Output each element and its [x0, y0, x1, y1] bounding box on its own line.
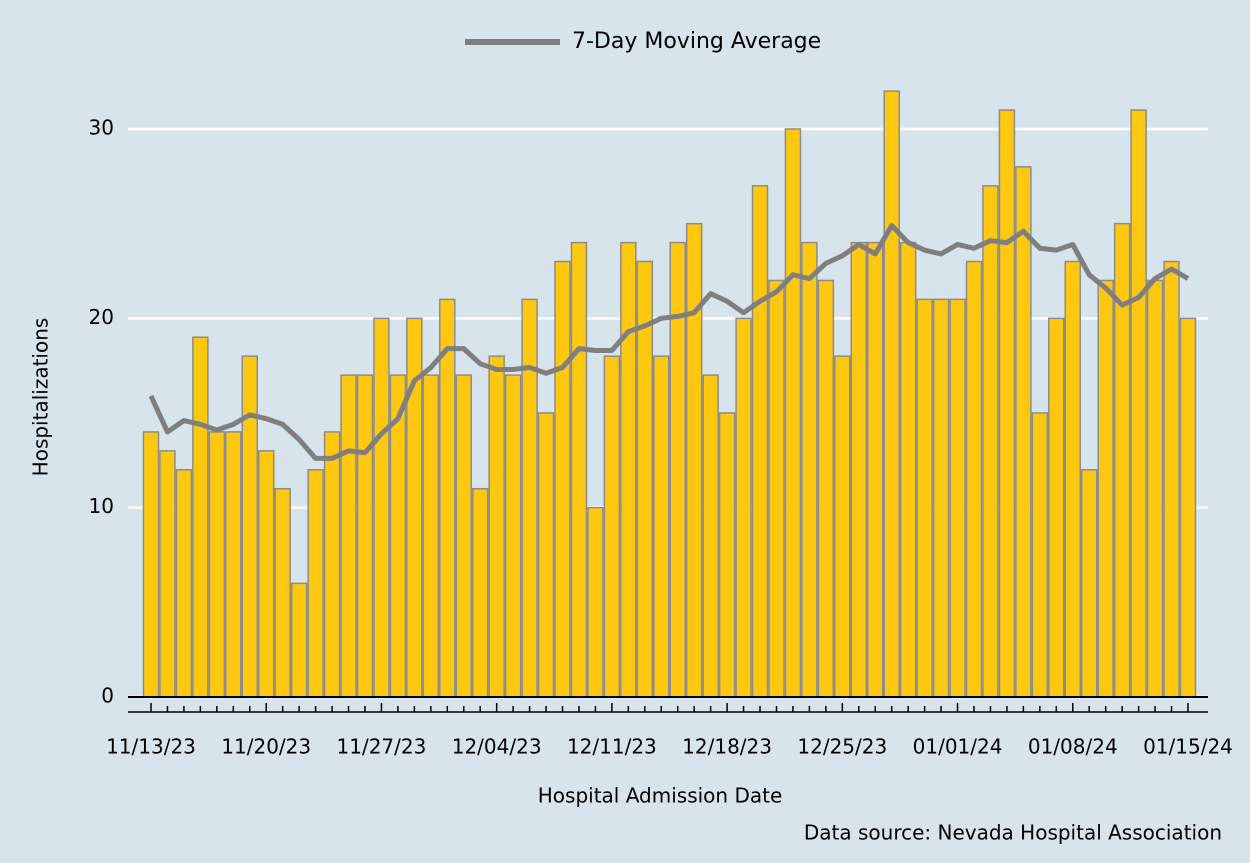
y-tick-label: 20 [89, 305, 114, 329]
bar [751, 185, 769, 698]
bar [735, 317, 752, 698]
bar [439, 298, 456, 698]
bar [587, 506, 604, 698]
bar [998, 109, 1016, 698]
bar [899, 241, 917, 698]
y-axis-label: Hospitalizations [29, 318, 53, 477]
bar [1130, 109, 1147, 698]
bar [1080, 469, 1098, 698]
bar [685, 222, 703, 698]
bar [1146, 279, 1164, 698]
bar [570, 241, 588, 698]
y-tick-label: 30 [89, 115, 114, 139]
moving-average-line [148, 223, 1190, 461]
bar [208, 431, 226, 698]
bar [1015, 166, 1032, 698]
bar [718, 412, 736, 698]
bar [603, 355, 621, 698]
y-tick-label: 10 [89, 494, 114, 518]
bar [850, 241, 868, 698]
bar [768, 279, 785, 698]
bar [142, 431, 160, 698]
bar [982, 185, 999, 698]
y-tick-label: 0 [101, 684, 114, 708]
bar [340, 374, 357, 698]
bar [521, 298, 538, 698]
bar [702, 374, 719, 698]
bar [554, 260, 571, 698]
bar [356, 374, 374, 698]
bar [225, 431, 242, 698]
bar [801, 241, 818, 698]
bar [241, 355, 259, 698]
x-tick-label: 12/18/23 [682, 735, 772, 759]
x-axis-label: Hospital Admission Date [538, 784, 783, 808]
bar [257, 450, 275, 698]
bar [192, 336, 209, 698]
axes: 0 10 20 30 11/13/23 11/20/23 11/27/23 12/04/23 1… [89, 29, 1233, 759]
bar [422, 374, 440, 698]
bar [1179, 317, 1197, 698]
bar [949, 298, 966, 698]
source-note: Data source: Nevada Hospital Association [804, 821, 1222, 845]
bar [669, 241, 686, 698]
x-tick-label: 01/08/24 [1028, 735, 1118, 759]
bar [274, 487, 291, 698]
bar [471, 487, 489, 698]
x-tick-label: 11/20/23 [221, 735, 311, 759]
bar [817, 279, 835, 698]
bar [1064, 260, 1082, 698]
bar [784, 128, 802, 698]
bar [455, 374, 472, 698]
bar [965, 260, 983, 698]
bar [1031, 412, 1049, 698]
bar [307, 469, 324, 698]
bar [834, 355, 851, 698]
x-tick-label: 12/11/23 [567, 735, 657, 759]
bar [488, 355, 505, 698]
bar [537, 412, 555, 698]
bar [916, 298, 933, 698]
bar [1163, 260, 1180, 698]
x-tick-label: 01/01/24 [913, 735, 1003, 759]
bar [373, 317, 390, 698]
bar [323, 431, 341, 698]
x-tick-label: 11/27/23 [337, 735, 427, 759]
bar [653, 355, 670, 698]
bar [883, 90, 900, 698]
bar [1048, 317, 1065, 698]
x-tick-label: 12/25/23 [797, 735, 887, 759]
bar [1097, 279, 1114, 698]
x-tick-label: 01/15/24 [1143, 735, 1233, 759]
bar [175, 469, 193, 698]
bar [504, 374, 522, 698]
bar [866, 241, 884, 698]
bar [1113, 222, 1131, 698]
lines [148, 223, 1190, 461]
bar [932, 298, 950, 698]
bar [159, 450, 176, 698]
legend-label: 7-Day Moving Average [572, 29, 821, 54]
x-tick-label: 11/13/23 [106, 735, 196, 759]
x-tick-label: 12/04/23 [452, 735, 542, 759]
bar [290, 582, 308, 698]
bar [620, 241, 637, 698]
